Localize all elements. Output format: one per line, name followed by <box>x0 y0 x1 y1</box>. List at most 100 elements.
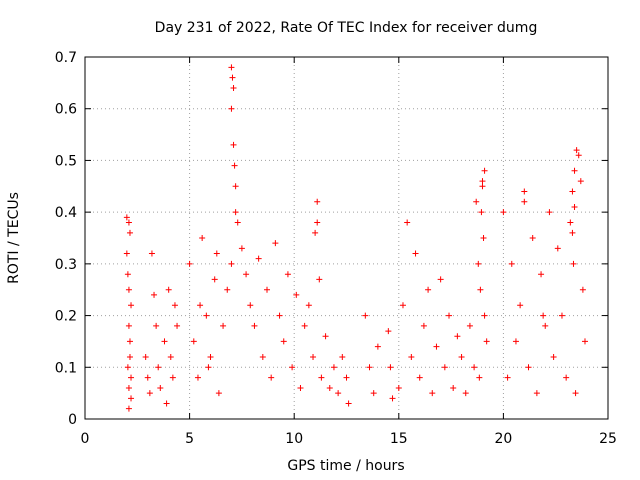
data-point <box>481 167 488 174</box>
data-point <box>579 286 586 293</box>
data-point <box>161 338 168 345</box>
data-point <box>567 219 574 226</box>
y-axis-label: ROTI / TECUs <box>6 192 22 284</box>
data-point <box>148 250 155 257</box>
data-point <box>343 374 350 381</box>
data-point <box>155 364 162 371</box>
data-point <box>230 85 237 92</box>
data-point <box>247 302 254 309</box>
data-point <box>517 302 524 309</box>
data-point <box>404 219 411 226</box>
data-point <box>174 322 181 329</box>
x-tick-label: 20 <box>494 431 512 447</box>
data-point <box>125 405 132 412</box>
data-point <box>157 384 164 391</box>
data-point <box>259 353 266 360</box>
data-point <box>128 374 135 381</box>
data-point <box>480 235 487 241</box>
data-point <box>572 390 579 397</box>
data-point <box>538 271 545 278</box>
data-point <box>142 353 149 360</box>
x-tick-label: 0 <box>81 431 90 447</box>
data-point <box>525 364 532 371</box>
y-tick-label: 0.5 <box>55 153 77 169</box>
data-point <box>546 209 553 216</box>
data-point <box>374 343 381 350</box>
data-point <box>429 390 436 397</box>
data-point <box>126 338 133 345</box>
data-point <box>370 390 377 397</box>
data-point <box>124 271 131 278</box>
data-point <box>171 302 178 309</box>
data-point <box>186 260 193 267</box>
data-point <box>521 188 528 195</box>
data-point <box>224 286 231 293</box>
data-point <box>128 302 135 309</box>
data-point <box>326 384 333 391</box>
data-point <box>243 271 250 278</box>
data-point <box>125 286 132 293</box>
x-tick-label: 25 <box>599 431 617 447</box>
axis-ticks <box>84 56 609 420</box>
data-point <box>570 260 577 267</box>
data-point <box>475 260 482 267</box>
x-axis-label: GPS time / hours <box>287 458 404 474</box>
data-point <box>479 178 486 185</box>
data-point <box>230 141 237 148</box>
x-tick-labels: 0 5 10 15 20 25 <box>81 431 617 447</box>
data-point <box>335 390 342 397</box>
data-point <box>128 395 135 402</box>
data-point <box>563 374 570 381</box>
data-point <box>316 276 323 283</box>
data-point <box>197 302 204 309</box>
data-point <box>231 162 238 169</box>
data-point <box>215 390 222 397</box>
data-point <box>385 328 392 335</box>
data-point <box>362 312 369 319</box>
data-point <box>312 229 319 236</box>
data-point <box>167 353 174 360</box>
data-point <box>232 209 239 216</box>
data-point <box>169 374 176 381</box>
data-point <box>454 333 461 340</box>
data-point <box>205 364 212 371</box>
data-point <box>521 198 528 205</box>
data-point <box>412 250 419 257</box>
x-tick-label: 10 <box>285 431 303 447</box>
data-point <box>123 214 130 221</box>
data-point <box>581 338 588 345</box>
data-point <box>366 364 373 371</box>
data-point <box>554 245 561 252</box>
data-point <box>450 384 457 391</box>
y-tick-label: 0.7 <box>55 50 77 66</box>
y-tick-labels: 0 0.1 0.2 0.3 0.4 0.5 0.6 0.7 <box>55 50 77 428</box>
data-point <box>190 338 197 345</box>
data-point <box>508 260 515 267</box>
data-point <box>234 219 241 226</box>
data-point <box>458 353 465 360</box>
data-point <box>462 390 469 397</box>
data-point <box>272 240 279 247</box>
data-point <box>395 384 402 391</box>
data-point <box>441 364 448 371</box>
data-point <box>542 322 549 329</box>
data-point <box>314 219 321 226</box>
data-point <box>144 374 151 381</box>
data-point <box>220 322 227 329</box>
data-point <box>339 353 346 360</box>
data-point <box>264 286 271 293</box>
y-tick-label: 0.4 <box>55 205 77 221</box>
data-point <box>213 250 220 257</box>
data-point <box>478 209 485 216</box>
data-point <box>479 183 486 190</box>
data-point <box>433 343 440 350</box>
plot-frame <box>84 56 609 420</box>
data-point <box>408 353 415 360</box>
data-point <box>399 302 406 309</box>
data-point <box>125 219 132 226</box>
data-point <box>558 312 565 319</box>
y-tick-label: 0.6 <box>55 102 77 118</box>
data-point <box>387 364 394 371</box>
data-point <box>194 374 201 381</box>
data-point <box>437 276 444 283</box>
